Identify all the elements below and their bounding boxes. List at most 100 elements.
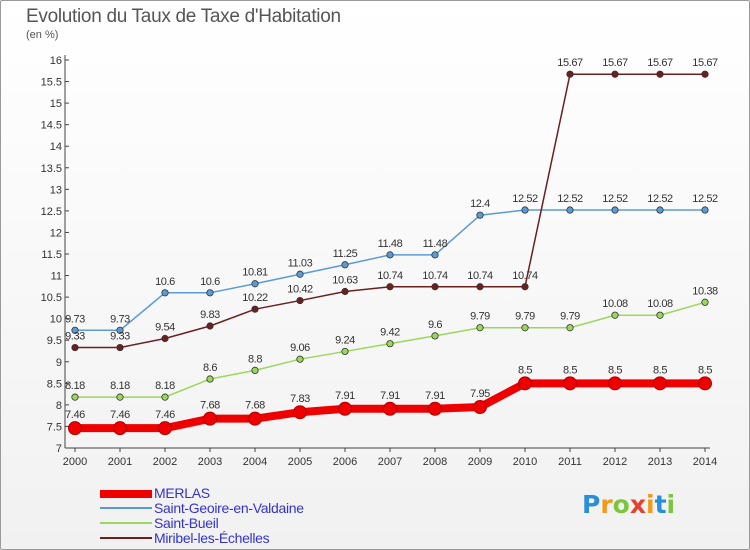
data-point-saint-bueil [116,393,124,401]
data-point-merlas [698,376,712,391]
data-point-saint-bueil [611,311,619,319]
data-label-merlas: 7.68 [245,400,265,412]
y-tick-label: 15.5 [41,77,62,89]
data-point-saint-geoire-en-valdaine [161,289,169,297]
data-point-saint-geoire-en-valdaine [296,270,304,278]
data-label-miribel-les-echelles: 10.22 [242,292,268,304]
data-point-saint-geoire-en-valdaine [611,206,619,214]
data-label-saint-bueil: 10.08 [647,298,673,310]
data-label-saint-geoire-en-valdaine: 10.6 [155,276,175,288]
data-label-saint-bueil: 10.08 [602,298,628,310]
data-label-merlas: 7.46 [65,409,85,421]
data-label-merlas: 7.91 [335,390,355,402]
data-point-saint-bueil [386,340,394,348]
data-point-saint-geoire-en-valdaine [701,206,709,214]
data-point-miribel-les-echelles [611,70,619,78]
proxiti-logo: Proxiti [582,490,675,519]
y-tick-label: 8.5 [47,378,62,390]
data-point-saint-bueil [701,298,709,306]
data-label-saint-bueil: 8.6 [203,362,217,374]
logo-letter: P [582,490,601,519]
data-label-saint-geoire-en-valdaine: 11.48 [378,238,403,250]
data-label-merlas: 7.68 [200,400,220,412]
x-tick-label: 2002 [153,456,177,468]
data-point-saint-bueil [206,375,214,383]
x-tick-label: 2004 [243,456,267,468]
data-label-saint-bueil: 8.8 [248,353,262,365]
data-label-saint-geoire-en-valdaine: 9.73 [65,313,85,325]
data-label-merlas: 7.95 [470,388,490,400]
data-point-merlas [113,421,127,436]
data-point-merlas [383,401,397,416]
data-label-merlas: 7.46 [110,409,130,421]
data-point-miribel-les-echelles [251,305,259,313]
data-label-saint-bueil: 9.79 [560,311,580,323]
data-point-merlas [473,400,487,415]
chart-title: Evolution du Taux de Taxe d'Habitation [26,6,341,27]
data-point-saint-geoire-en-valdaine [116,326,124,334]
data-point-merlas [653,376,667,391]
data-label-saint-geoire-en-valdaine: 10.6 [200,276,220,288]
data-label-saint-bueil: 9.6 [428,319,442,331]
data-point-miribel-les-echelles [206,322,214,330]
legend-label-miribel: Miribel-les-Échelles [154,530,270,546]
data-point-saint-bueil [71,393,79,401]
data-point-merlas [158,421,172,436]
data-label-saint-geoire-en-valdaine: 12.52 [602,193,628,205]
data-label-saint-bueil: 8.18 [65,380,85,392]
y-tick-label: 16 [50,55,62,67]
data-label-merlas: 7.83 [290,393,310,405]
legend-item-saint-bueil: Saint-Bueil [100,515,360,531]
data-point-saint-geoire-en-valdaine [341,261,349,269]
x-tick-label: 2006 [333,456,357,468]
x-tick-label: 2010 [513,456,537,468]
data-point-saint-geoire-en-valdaine [386,251,394,259]
data-label-miribel-les-echelles: 10.74 [377,270,403,282]
y-tick-label: 9.5 [47,335,62,347]
y-tick-label: 13.5 [41,163,62,175]
data-label-saint-geoire-en-valdaine: 11.03 [288,257,313,269]
legend-swatch-merlas [100,490,152,498]
data-point-saint-bueil [251,366,259,374]
data-label-saint-geoire-en-valdaine: 12.52 [512,193,538,205]
data-point-miribel-les-echelles [116,343,124,352]
data-point-saint-geoire-en-valdaine [521,206,529,214]
legend-item-saint-geoire: Saint-Geoire-en-Valdaine [100,500,360,516]
legend-swatch-saint-bueil [100,522,152,524]
x-tick-label: 2008 [423,456,447,468]
data-point-saint-bueil [476,324,484,332]
legend-label-merlas: MERLAS [154,485,210,501]
x-tick-label: 2001 [108,456,132,468]
data-label-saint-geoire-en-valdaine: 11.25 [333,248,358,260]
data-label-miribel-les-echelles: 15.67 [602,57,628,69]
data-point-saint-bueil [656,311,664,319]
data-point-miribel-les-echelles [296,296,304,305]
x-tick-label: 2000 [63,456,87,468]
data-label-saint-geoire-en-valdaine: 12.52 [692,193,718,205]
data-label-saint-bueil: 9.79 [470,311,490,323]
data-point-saint-bueil [566,324,574,332]
data-point-merlas [248,411,262,426]
y-tick-label: 7 [56,443,62,455]
data-label-merlas: 7.91 [380,390,400,402]
data-point-saint-bueil [341,347,349,356]
data-point-merlas [338,401,352,416]
data-label-miribel-les-echelles: 10.74 [467,270,493,282]
y-tick-label: 10 [50,314,62,326]
data-point-saint-geoire-en-valdaine [656,206,664,214]
legend-swatch-miribel [100,537,152,539]
data-point-merlas [563,376,577,391]
data-point-saint-geoire-en-valdaine [206,289,214,297]
chart-unit-label: (en %) [26,29,59,41]
data-point-miribel-les-echelles [431,283,439,291]
data-point-miribel-les-echelles [341,287,349,296]
data-label-saint-geoire-en-valdaine: 9.73 [110,313,130,325]
data-point-saint-geoire-en-valdaine [566,206,574,214]
data-label-saint-bueil: 9.24 [335,334,355,346]
legend-label-saint-bueil: Saint-Bueil [154,515,219,531]
data-point-merlas [203,411,217,426]
data-point-saint-geoire-en-valdaine [251,280,259,288]
y-tick-label: 7.5 [47,421,62,433]
data-label-merlas: 8.5 [608,364,622,376]
